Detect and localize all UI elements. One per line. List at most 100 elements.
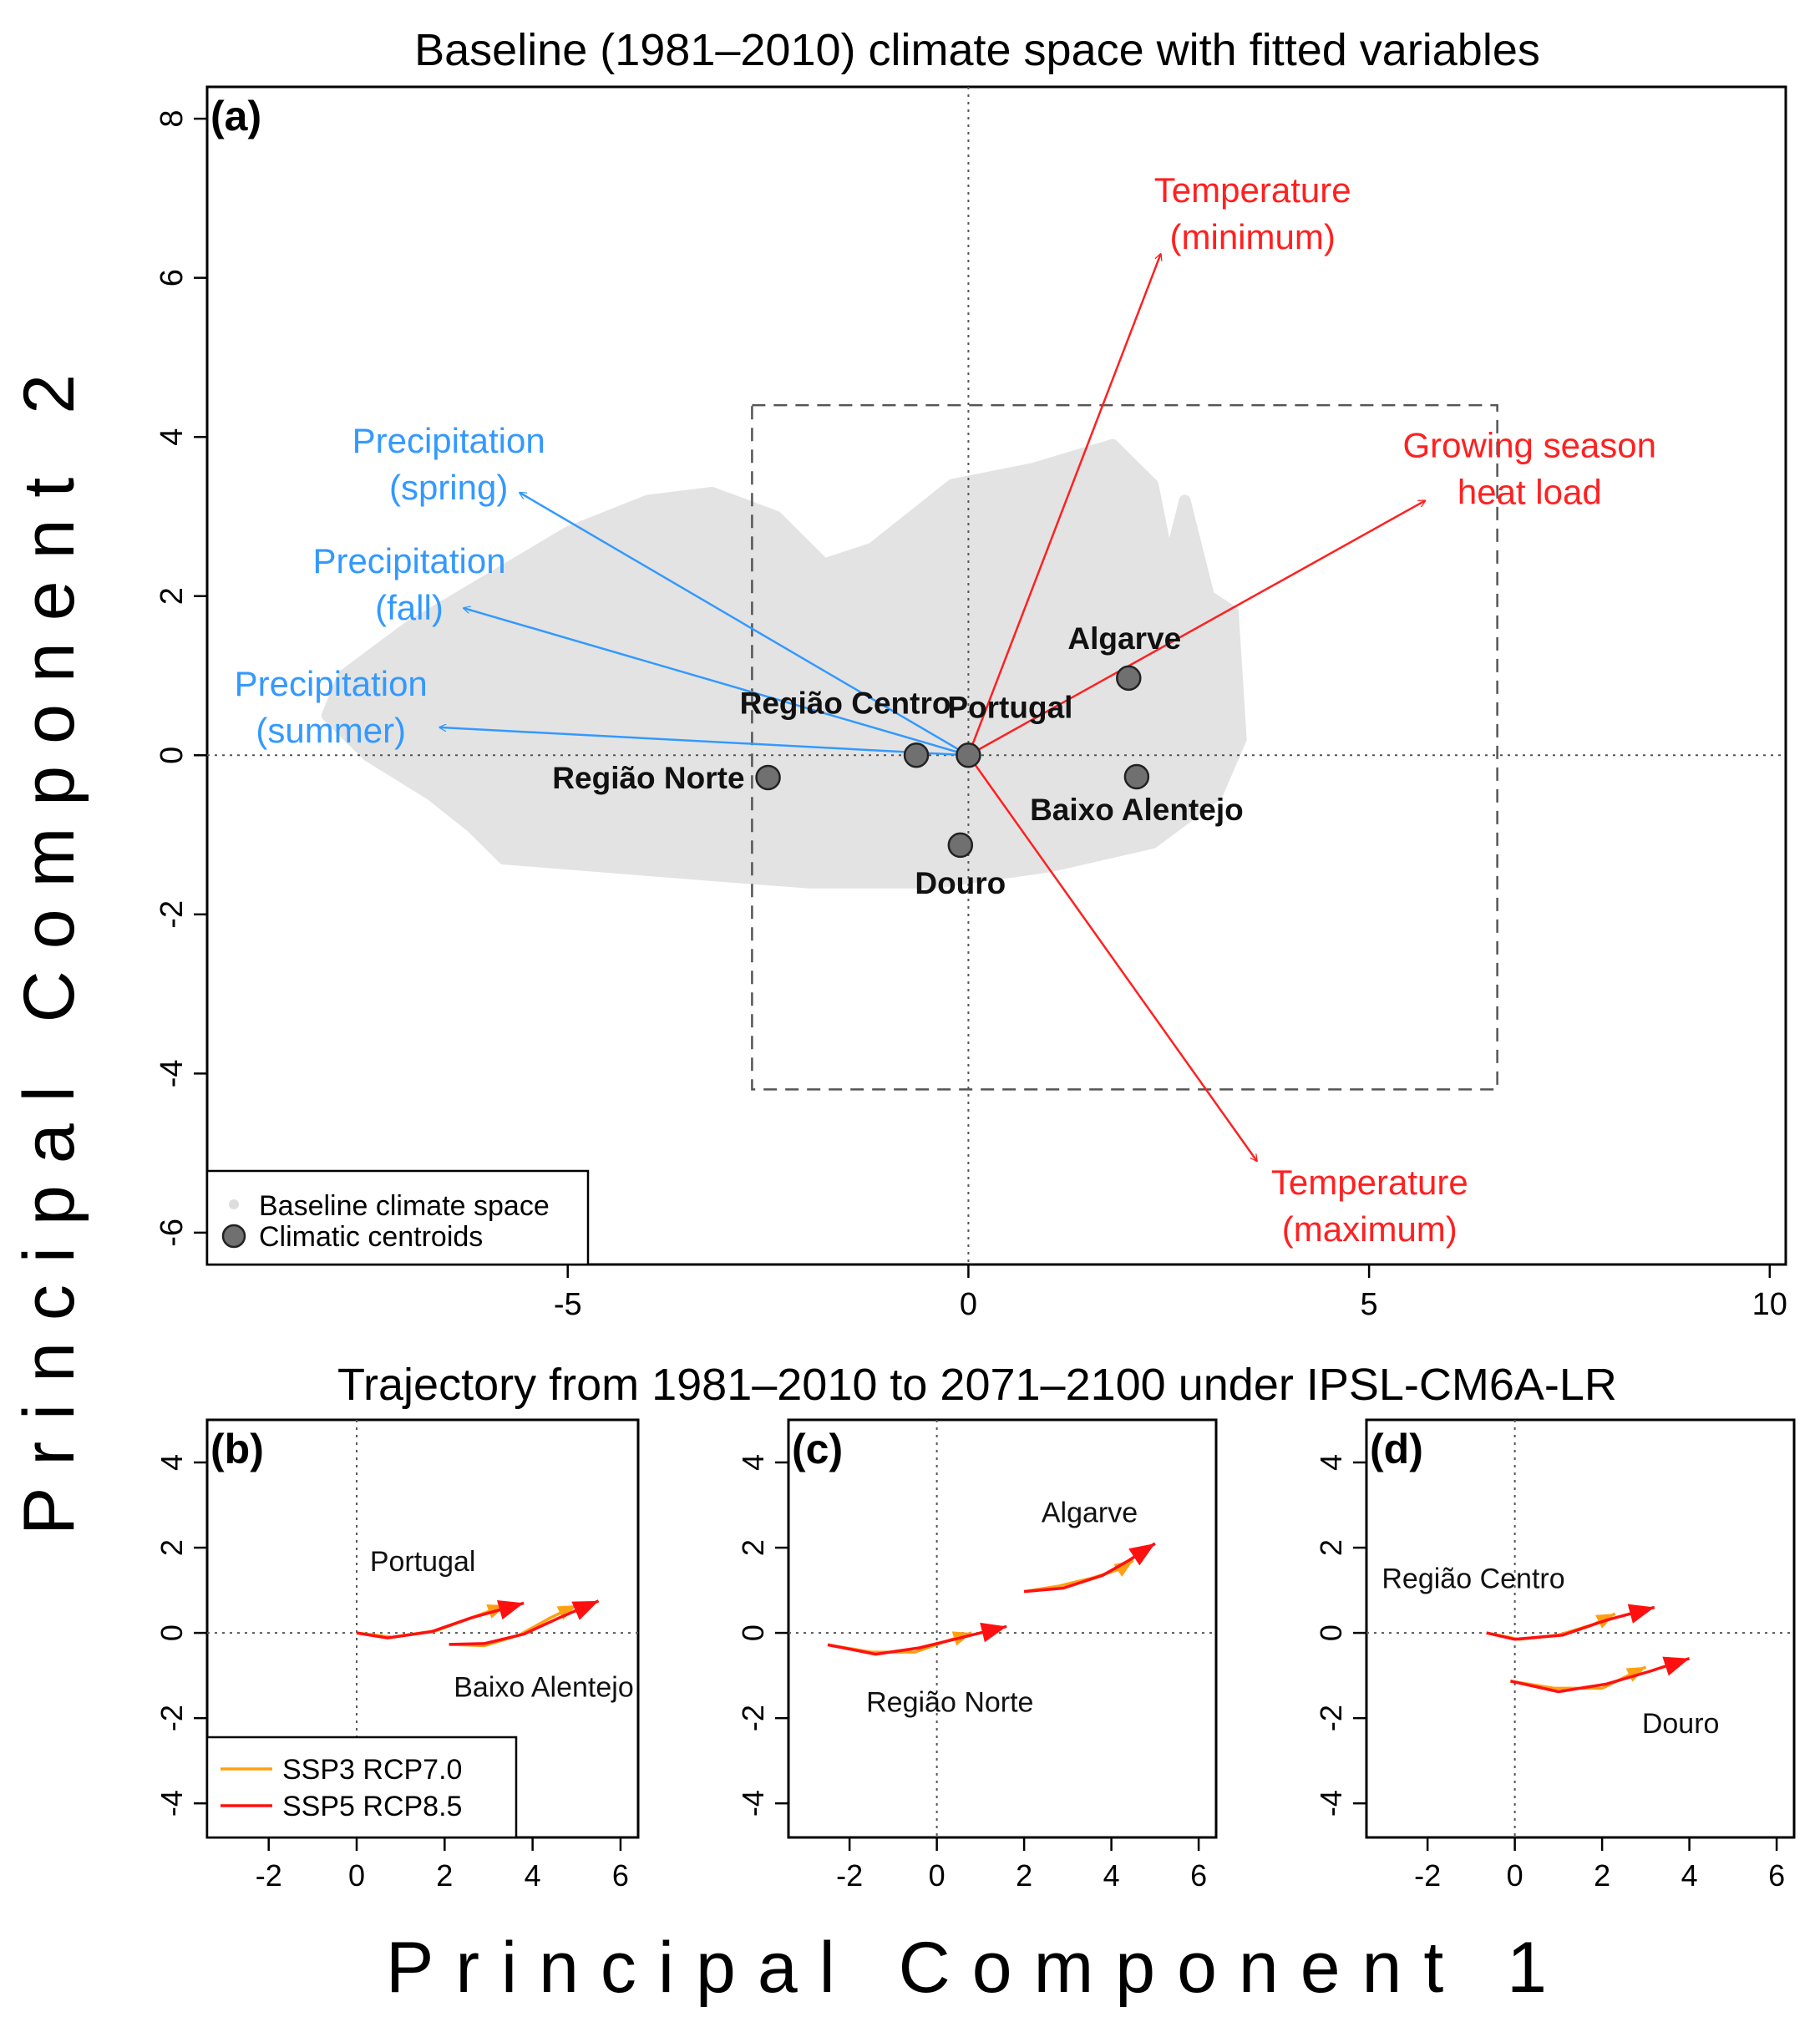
x-tick-label: -2 (1414, 1858, 1441, 1893)
panel-tag: (d) (1370, 1426, 1423, 1472)
y-tick-label: -2 (155, 900, 190, 929)
trajectory-arrowhead (1113, 1560, 1133, 1577)
vector-label-temp: Growing season (1403, 425, 1657, 464)
y-tick-label: 0 (155, 747, 190, 764)
trajectory-arrowhead (496, 1599, 525, 1620)
x-tick-label: 4 (1681, 1858, 1698, 1893)
x-tick-label: 0 (960, 1287, 977, 1322)
y-tick-label: 0 (1314, 1624, 1348, 1641)
panel-a: -5 0 5 10 -6 -4 -2 0 2 4 6 8 Precipitation (spring) Pr… (155, 85, 1787, 1322)
x-tick-label: 0 (348, 1858, 365, 1893)
legend: SSP3 RCP7.0 SSP5 RCP8.5 (205, 1736, 518, 1839)
vector-label-precip: (summer) (256, 711, 406, 750)
trajectory-arrowhead (571, 1600, 599, 1620)
centroid-point (755, 764, 781, 791)
centroid-label: Baixo Alentejo (1030, 793, 1244, 827)
panel-tag: (b) (210, 1426, 264, 1472)
trajectory-region-label: Portugal (370, 1546, 476, 1578)
vector-label-precip: Precipitation (312, 541, 505, 580)
x-tick-label: 6 (1190, 1858, 1207, 1893)
vector-temp-arrow (967, 754, 1256, 1161)
centroid-label: Região Norte (552, 761, 744, 795)
trajectory-region-label: Baixo Alentejo (454, 1672, 634, 1704)
vector-label-temp: heat load (1458, 472, 1602, 511)
x-tick-label: -2 (256, 1858, 282, 1893)
x-tick-label: 0 (929, 1858, 945, 1893)
trajectory-line (827, 1624, 1007, 1656)
x-tick-label: 5 (1361, 1287, 1378, 1322)
vector-temp-arrow (967, 500, 1425, 757)
trajectory-arrowhead (980, 1622, 1007, 1643)
legend-box (205, 1169, 590, 1266)
vector-label-precip: (spring) (389, 468, 508, 507)
x-tick-label: 6 (1768, 1858, 1785, 1893)
x-tick-label: 4 (525, 1858, 541, 1893)
panel-tag: (c) (792, 1426, 843, 1472)
legend-label: Climatic centroids (259, 1221, 483, 1253)
trajectory-region-label: Região Norte (866, 1686, 1033, 1718)
trajectory-line (1510, 1657, 1691, 1694)
legend-label: SSP3 RCP7.0 (282, 1754, 462, 1786)
y-tick-label: -4 (155, 1790, 189, 1817)
vector-label-precip: Precipitation (352, 421, 545, 460)
centroid-point (903, 742, 930, 768)
y-tick-label: -2 (736, 1705, 770, 1731)
centroid-label: Algarve (1067, 621, 1181, 656)
centroid-label: Região Centro (740, 686, 951, 720)
centroid-point (956, 742, 981, 768)
x-tick-label: 2 (1016, 1858, 1032, 1893)
trajectory-region-label: Região Centro (1381, 1563, 1564, 1595)
trajectory-arrowhead (1128, 1543, 1155, 1566)
y-tick-label: 2 (1314, 1539, 1348, 1556)
x-tick-label: 2 (436, 1858, 453, 1893)
trajectory-region-label: Douro (1642, 1708, 1720, 1740)
zoom-region-box (751, 403, 1498, 1091)
y-tick-label: 4 (155, 428, 190, 446)
legend-box (205, 1736, 518, 1839)
vector-precip-arrow (439, 727, 969, 757)
trajectory-title: Trajectory from 1981–2010 to 2071–2100 u… (337, 1360, 1617, 1410)
plot-frame (205, 85, 1787, 1266)
centroid-label: Portugal (947, 690, 1072, 724)
centroid-point (947, 832, 974, 859)
panel-d: -2 0 2 4 6 -4 -2 0 2 4 Região Centro Douro (d) (1314, 1418, 1796, 1893)
legend-label: Baseline climate space (259, 1190, 550, 1222)
y-tick-label: 2 (155, 1539, 189, 1556)
y-tick-label: 2 (155, 587, 190, 605)
y-tick-label: 8 (155, 110, 190, 128)
centroid-point (1116, 665, 1142, 692)
vector-label-temp: Temperature (1154, 170, 1351, 210)
vector-label-precip: Precipitation (235, 664, 428, 703)
trajectory-line (356, 1601, 525, 1639)
x-tick-label: -5 (554, 1287, 582, 1322)
x-tick-label: 10 (1752, 1287, 1787, 1322)
x-axis-label: Principal Component 1 (386, 1928, 1569, 2008)
y-tick-label: -4 (155, 1059, 190, 1087)
y-tick-label: -4 (736, 1790, 770, 1817)
main-title: Baseline (1981–2010) climate space with … (414, 25, 1540, 75)
y-tick-label: 0 (155, 1624, 189, 1641)
trajectory-region-label: Algarve (1042, 1497, 1138, 1528)
y-tick-label: 2 (736, 1539, 770, 1556)
y-tick-label: 4 (155, 1454, 189, 1471)
legend-centroid-swatch (221, 1224, 246, 1249)
panel-tag: (a) (210, 93, 261, 139)
trajectory-arrowhead (1627, 1604, 1655, 1624)
y-tick-label: -6 (155, 1219, 190, 1247)
legend-cloud-swatch (229, 1199, 239, 1209)
y-tick-label: 0 (736, 1624, 770, 1641)
vector-temp-arrow (967, 254, 1160, 756)
y-tick-label: -2 (155, 1705, 189, 1731)
y-tick-label: -4 (1314, 1790, 1348, 1817)
plot-frame (787, 1418, 1218, 1839)
x-tick-label: 6 (612, 1858, 629, 1893)
vector-label-precip: (fall) (375, 588, 444, 627)
vector-label-temp: Temperature (1271, 1163, 1468, 1202)
x-tick-label: 4 (1103, 1858, 1120, 1893)
vector-label-temp: (minimum) (1170, 217, 1336, 256)
vector-precip-arrow (464, 608, 969, 757)
plot-frame (1365, 1418, 1796, 1839)
y-tick-label: 4 (1314, 1454, 1348, 1471)
